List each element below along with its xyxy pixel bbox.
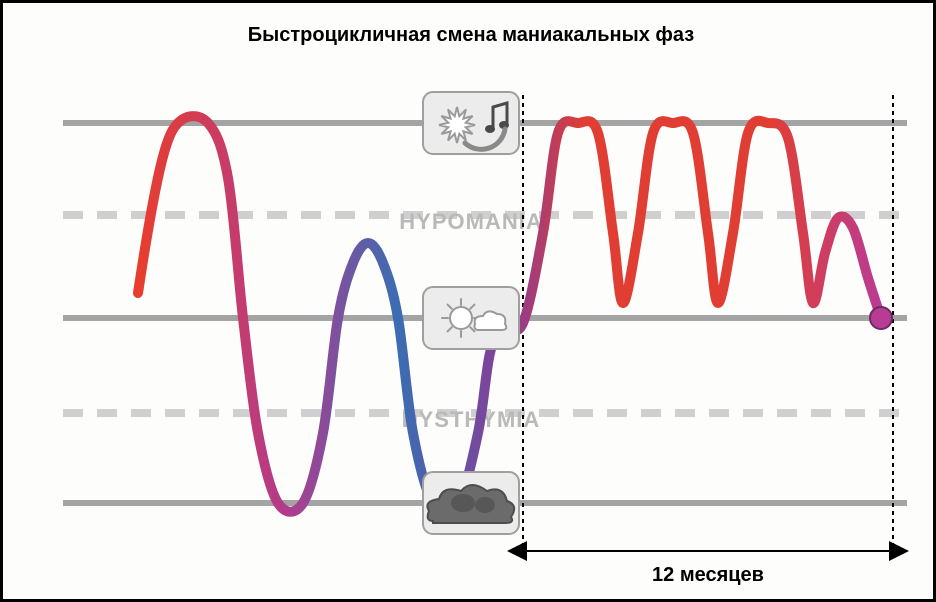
- euthymia-icon: [423, 287, 519, 349]
- mania-icon: [423, 92, 519, 154]
- curve-end-marker: [870, 307, 892, 329]
- hypomania-label: HYPOMANIA: [399, 209, 542, 234]
- dysthymia-label: DYSTHYMIA: [402, 407, 541, 432]
- chart-title: Быстроцикличная смена маниакальных фаз: [248, 24, 694, 46]
- depression-icon: [423, 472, 519, 534]
- diagram-frame: HYPOMANIA DYSTHYMIA 12 месяцев Быстроциклич…: [0, 0, 936, 602]
- time-bracket-label: 12 месяцев: [652, 564, 764, 586]
